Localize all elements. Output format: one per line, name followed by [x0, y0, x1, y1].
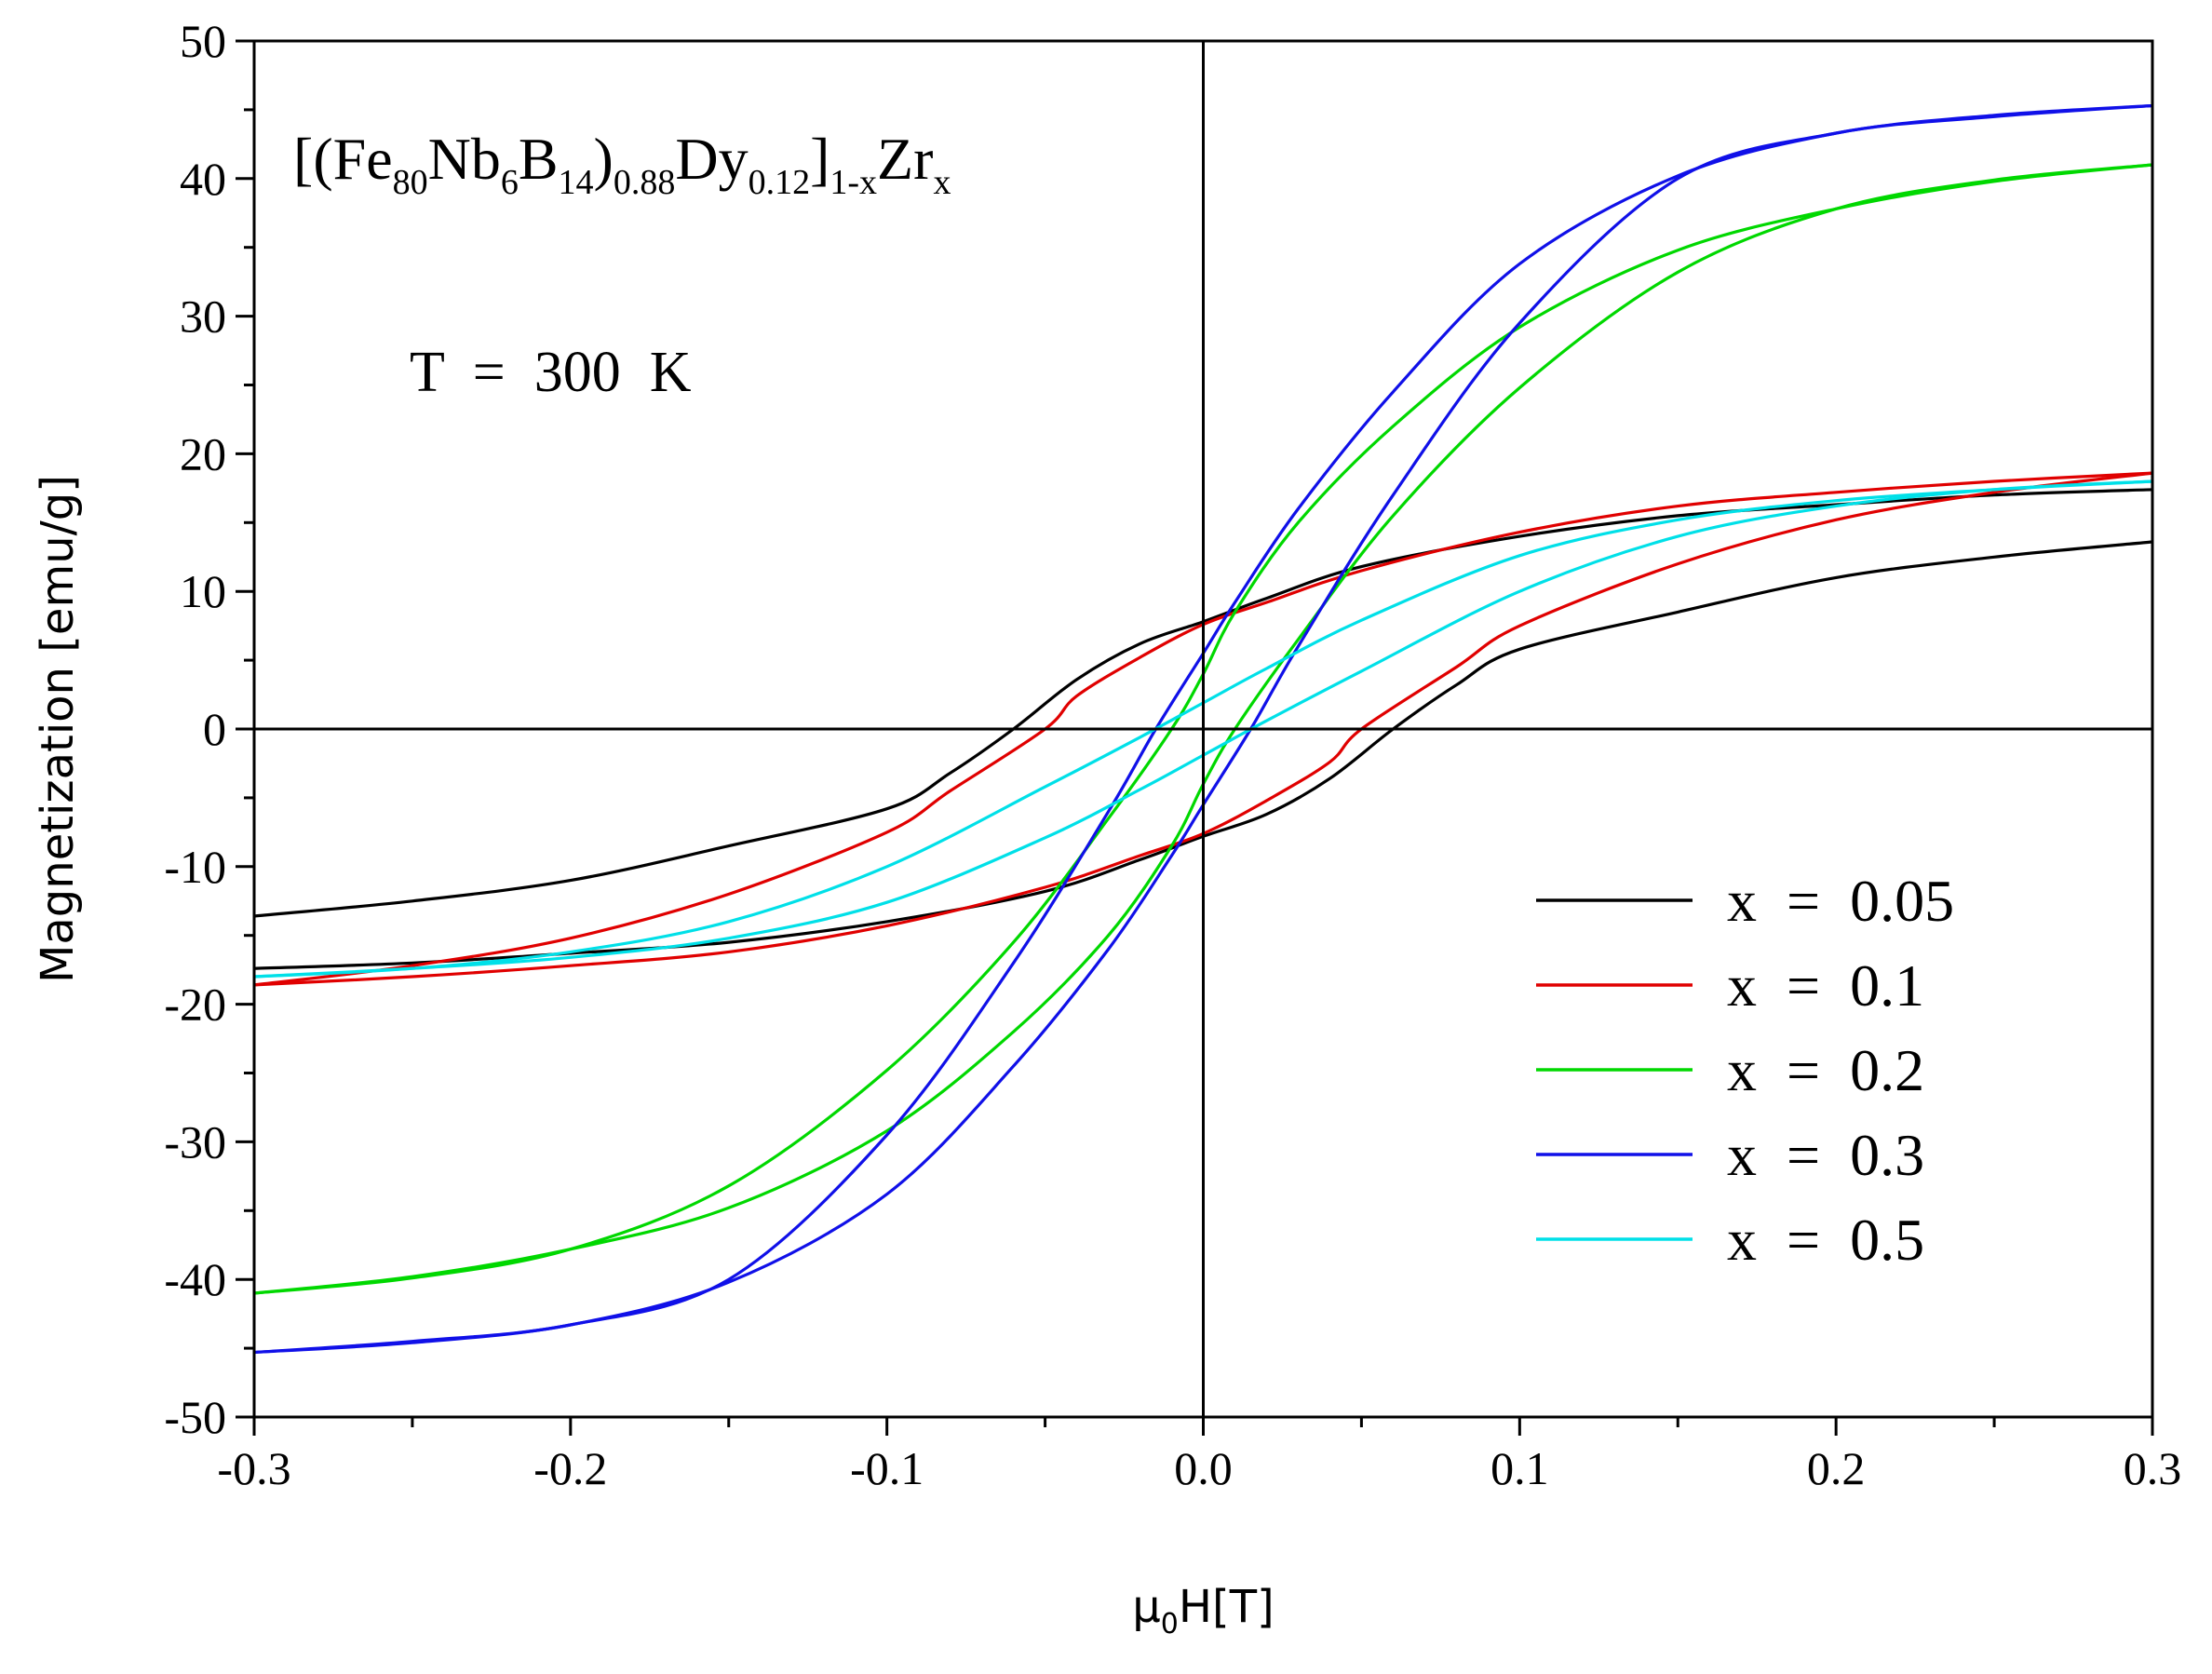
formula-text: Zr	[877, 126, 933, 192]
legend-label-0-3: x = 0.3	[1727, 1122, 1924, 1188]
formula-subscript: 1-x	[830, 163, 877, 202]
legend: x = 0.05 x = 0.1 x = 0.2 x = 0.3 x = 0.5	[1536, 868, 1954, 1273]
legend-label-0-2: x = 0.2	[1727, 1037, 1924, 1103]
x-axis-label-main: μ	[1132, 1581, 1161, 1633]
series-0-05-descending	[253, 488, 2153, 918]
series-0-05-ascending	[253, 540, 2153, 970]
formula-text: B	[519, 126, 559, 192]
x-tick-label: -0.1	[850, 1442, 924, 1494]
series-0-3-descending	[253, 103, 2153, 1355]
x-axis-label: μ0H[T]	[1132, 1581, 1275, 1640]
x-tick-label: -0.3	[217, 1442, 290, 1494]
legend-label-0-5: x = 0.5	[1727, 1207, 1924, 1273]
x-tick-label: 0.3	[2124, 1442, 2182, 1494]
formula-subscript: x	[933, 163, 951, 202]
x-tick-label: 0.2	[1807, 1442, 1866, 1494]
legend-label-0-05: x = 0.05	[1727, 868, 1954, 934]
y-tick-label: 40	[180, 153, 226, 205]
tick-labels: -0.3 -0.2 -0.1 0.0 0.1 0.2 0.3 -50 -40 -30 -20 -10 0…	[164, 15, 2181, 1494]
y-tick-label: 50	[180, 15, 226, 67]
y-tick-label: 20	[180, 427, 226, 479]
y-tick-label: 10	[180, 565, 226, 617]
x-axis-label-subscript: 0	[1161, 1608, 1179, 1640]
formula-text: )	[594, 126, 614, 192]
temperature-annotation: T = 300 K	[410, 341, 692, 404]
y-tick-label: -10	[164, 841, 226, 893]
x-axis-label-rest: H[T]	[1179, 1581, 1275, 1633]
series-0-1-descending	[253, 471, 2153, 987]
y-axis-label: Magnetization [emu/g]	[32, 475, 84, 983]
series-0-1-ascending	[253, 471, 2153, 987]
formula-text: [(Fe	[293, 126, 393, 192]
legend-label-0-1: x = 0.1	[1727, 952, 1924, 1019]
formula-subscript: 6	[501, 163, 519, 202]
formula-text: Dy	[675, 126, 748, 192]
y-tick-label: 30	[180, 290, 226, 343]
x-tick-label: 0.1	[1490, 1442, 1549, 1494]
axis-ticks	[236, 39, 2154, 1436]
formula-text: Nb	[428, 126, 501, 192]
y-tick-label: -50	[164, 1391, 226, 1443]
formula-annotation: [(Fe80Nb6B14)0.88Dy0.12]1-xZrx	[293, 126, 951, 202]
x-tick-label: 0.0	[1174, 1442, 1233, 1494]
formula-subscript: 14	[559, 163, 594, 202]
zero-axes	[254, 41, 2152, 1417]
formula-subscript: 0.88	[614, 163, 676, 202]
formula-subscript: 0.12	[749, 163, 811, 202]
y-tick-label: 0	[203, 703, 226, 755]
plot-frame	[252, 39, 2154, 1419]
y-tick-label: -20	[164, 979, 226, 1031]
formula-text: ]	[810, 126, 830, 192]
formula-subscript: 80	[393, 163, 428, 202]
x-tick-label: -0.2	[533, 1442, 607, 1494]
y-tick-label: -30	[164, 1115, 226, 1168]
series-0-3-ascending	[253, 103, 2153, 1355]
y-tick-label: -40	[164, 1253, 226, 1305]
